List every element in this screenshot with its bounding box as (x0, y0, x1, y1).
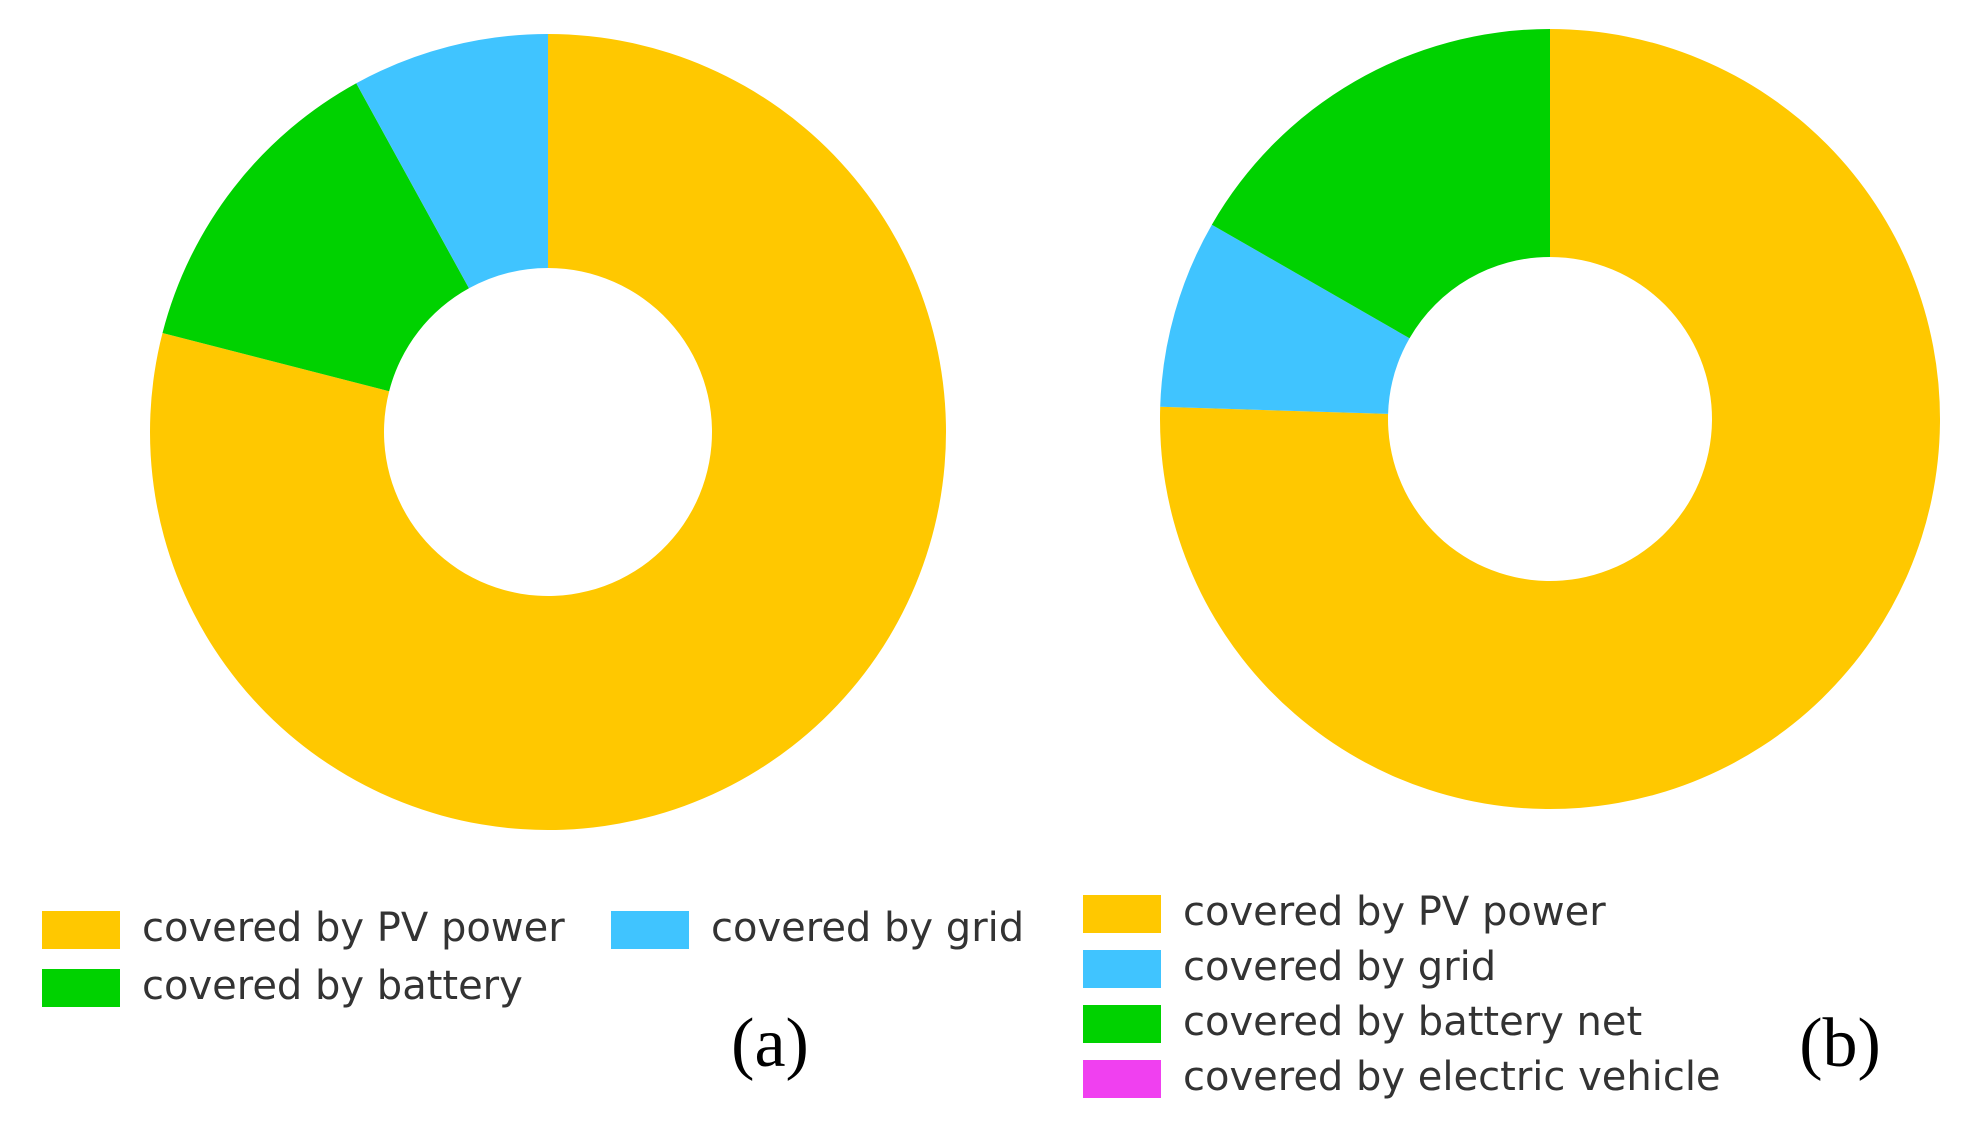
legend-swatch (42, 969, 120, 1007)
donut-segment (1160, 29, 1940, 809)
legend-swatch (1083, 1060, 1161, 1098)
donut-segment (356, 34, 548, 289)
panel-label: (a) (731, 1005, 809, 1082)
legend-label: covered by grid (1183, 944, 1496, 990)
panel-label: (b) (1799, 1005, 1881, 1082)
legend-label: covered by grid (711, 905, 1024, 951)
legend-label: covered by PV power (1183, 889, 1606, 935)
legend-label: covered by PV power (142, 905, 565, 951)
legend-swatch (42, 911, 120, 949)
legend-swatch (611, 911, 689, 949)
legend-swatch (1083, 1005, 1161, 1043)
legend-swatch (1083, 950, 1161, 988)
donut-segment (150, 34, 947, 830)
legend-label: covered by electric vehicle (1183, 1054, 1721, 1100)
donut-segment (1211, 29, 1550, 339)
donut-segment (1160, 224, 1410, 414)
legend-swatch (1083, 895, 1161, 933)
legend-label: covered by battery net (1183, 999, 1642, 1045)
donut-segment (162, 83, 469, 392)
legend-label: covered by battery (142, 963, 523, 1009)
